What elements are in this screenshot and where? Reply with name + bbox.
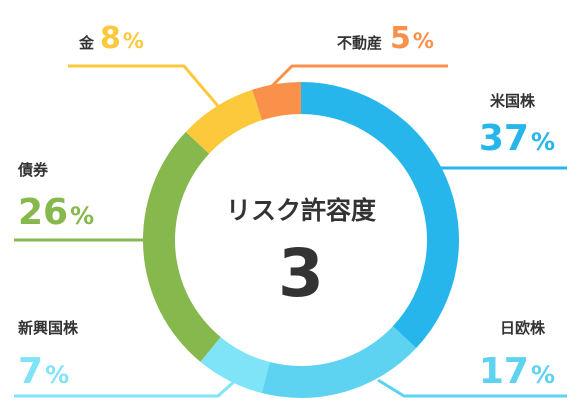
slice-5 — [252, 82, 301, 121]
center-title: リスク許容度 — [226, 196, 376, 225]
slice-3 — [142, 131, 221, 362]
slice-label-value-3: 26% — [18, 192, 94, 233]
slice-label-name-0: 米国株 — [490, 92, 536, 110]
slice-label-value-0: 37% — [479, 118, 555, 159]
leader-line-5 — [270, 64, 448, 88]
slice-label-value-2: 7% — [18, 351, 69, 392]
slice-labels: 米国株 37% 日欧株 17% 新興国株 7% 債券 26% 金 8% 不動産 5% — [17, 21, 555, 392]
slice-0 — [301, 82, 459, 349]
slice-label-name-2: 新興国株 — [18, 319, 79, 337]
slice-label-name-4: 金 — [78, 34, 95, 52]
leader-line-4 — [68, 64, 220, 107]
slice-label-value-1: 17% — [479, 351, 555, 392]
slice-label-value-4: 8% — [100, 21, 144, 56]
slice-4 — [185, 89, 263, 154]
slice-label-name-1: 日欧株 — [500, 319, 546, 337]
leader-line-1 — [377, 378, 567, 398]
slice-1 — [261, 326, 417, 398]
leader-lines — [14, 64, 567, 398]
donut-slices — [142, 82, 459, 398]
slice-label-name-5: 不動産 — [337, 34, 382, 52]
leader-line-2 — [14, 378, 237, 398]
slice-label-name-3: 債券 — [17, 161, 49, 179]
slice-label-value-5: 5% — [390, 21, 434, 56]
slice-2 — [200, 337, 270, 394]
center-value: 3 — [278, 235, 324, 312]
